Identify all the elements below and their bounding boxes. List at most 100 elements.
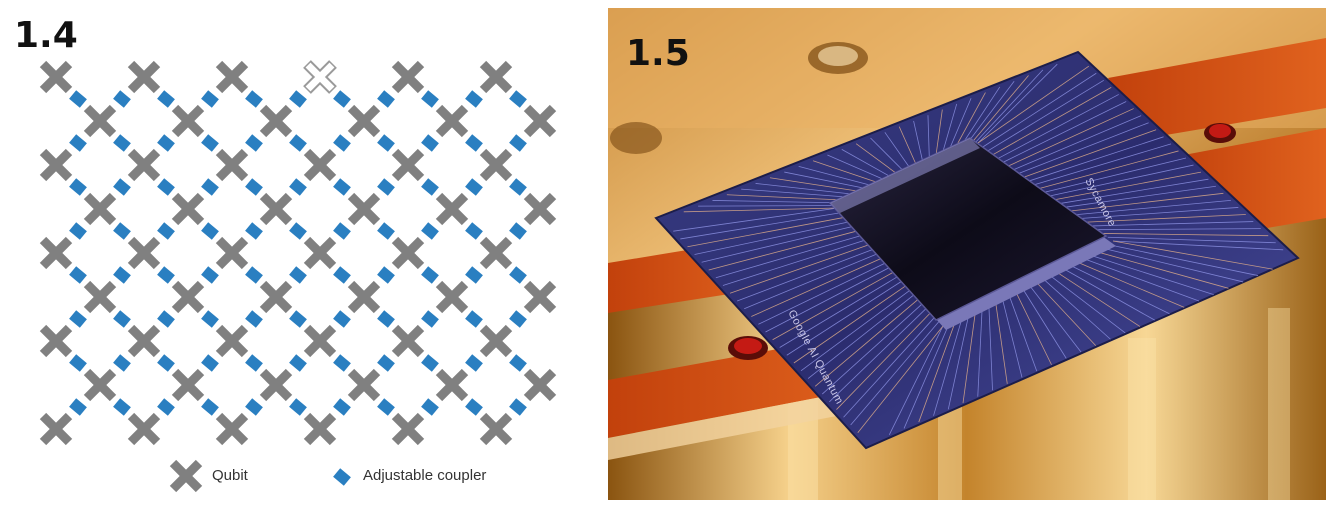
chip-trace [751, 257, 883, 317]
coupler-icon [465, 354, 483, 372]
qubit-lattice-panel: 1.4 Qubit Adjustable coupler [0, 0, 600, 509]
chip-trace [836, 312, 932, 410]
chip-trace [1034, 279, 1097, 346]
coupler-icon [245, 354, 263, 372]
coupler-icon [201, 354, 219, 372]
qubit-icon [523, 368, 557, 402]
chip-trace [694, 221, 851, 255]
coupler-icon [289, 178, 307, 196]
chip-trace [1060, 266, 1155, 321]
coupler-icon [333, 222, 351, 240]
chip-trace [687, 216, 847, 248]
coupler-icon [245, 398, 263, 416]
coupler-icon [245, 90, 263, 108]
chip-trace [807, 293, 915, 379]
coupler-icon [377, 134, 395, 152]
coupler-icon [333, 134, 351, 152]
coupler-icon [421, 354, 439, 372]
coupler-icon [201, 178, 219, 196]
coupler-icon [333, 266, 351, 284]
qubit-icon [83, 368, 117, 402]
coupler-icon [157, 178, 175, 196]
chip-photo-illustration [608, 8, 1326, 500]
chip-trace [998, 94, 1119, 159]
coupler-icon [245, 266, 263, 284]
coupler-icon [377, 266, 395, 284]
legend-coupler-icon [333, 468, 351, 486]
chip-trace [1107, 236, 1276, 244]
coupler-icon [113, 178, 131, 196]
chip-trace [1092, 221, 1254, 227]
chip-wire-traces [673, 63, 1284, 435]
chip-trace [1081, 207, 1239, 219]
qubit-icon [171, 192, 205, 226]
coupler-icon [201, 310, 219, 328]
qubit-icon [391, 236, 425, 270]
chip-trace [1047, 273, 1126, 334]
qubit-icon [347, 104, 381, 138]
qubit-icon [259, 192, 293, 226]
coupler-icon [465, 398, 483, 416]
chip-trace [972, 69, 1044, 146]
chip-trace [850, 321, 940, 426]
panel-label-right: 1.5 [626, 33, 690, 74]
coupler-icon [465, 134, 483, 152]
chip-trace [708, 230, 859, 271]
chip-trace [769, 177, 871, 194]
chip-trace [903, 322, 950, 429]
chip-trace [1093, 250, 1229, 289]
coupler-icon [421, 266, 439, 284]
chip-trace [1080, 256, 1200, 302]
coupler-icon [509, 354, 527, 372]
coupler-icon [289, 266, 307, 284]
qubit-layer [39, 60, 557, 446]
qubit-icon [303, 148, 337, 182]
chip-trace [722, 239, 867, 286]
chip-trace [1099, 247, 1244, 283]
chip-trace [715, 234, 863, 279]
coupler-icon [289, 90, 307, 108]
coupler-icon [201, 266, 219, 284]
coupler-icon [289, 134, 307, 152]
coupler-icon [509, 90, 527, 108]
chip-trace [1001, 296, 1023, 378]
chip-trace [784, 171, 876, 191]
coupler-icon [333, 90, 351, 108]
coupler-icon [69, 398, 87, 416]
qubit-icon [83, 104, 117, 138]
qubit-icon [83, 280, 117, 314]
qubit-icon [39, 412, 73, 446]
qubit-icon [347, 280, 381, 314]
chip-trace [1076, 199, 1231, 216]
qubit-icon [171, 104, 205, 138]
chip-trace [988, 303, 993, 391]
qubit-icon [39, 236, 73, 270]
chip-trace [977, 65, 1090, 144]
coupler-icon [289, 354, 307, 372]
chip-trace [726, 194, 855, 201]
coupler-icon [157, 266, 175, 284]
chip-trace [1027, 283, 1082, 353]
coupler-icon [289, 222, 307, 240]
qubit-icon [435, 368, 469, 402]
chip-trace [800, 289, 911, 372]
coupler-icon [157, 310, 175, 328]
qubit-icon [347, 368, 381, 402]
chip-trace [1067, 263, 1170, 315]
chip-trace [1112, 240, 1273, 270]
chip-trace [1061, 178, 1209, 204]
coupler-icon [201, 222, 219, 240]
chip-trace [744, 253, 879, 310]
qubit-icon [39, 60, 73, 94]
qubit-icon [215, 236, 249, 270]
chip-trace [827, 154, 893, 184]
qubit-icon [479, 148, 513, 182]
chip-trace [977, 63, 1058, 144]
coupler-icon [509, 178, 527, 196]
coupler-icon [333, 398, 351, 416]
chip-trace [982, 72, 1097, 148]
coupler-icon [113, 354, 131, 372]
chip-trace [1040, 276, 1111, 340]
legend-icons [169, 459, 351, 493]
legend-qubit-icon [169, 459, 203, 493]
